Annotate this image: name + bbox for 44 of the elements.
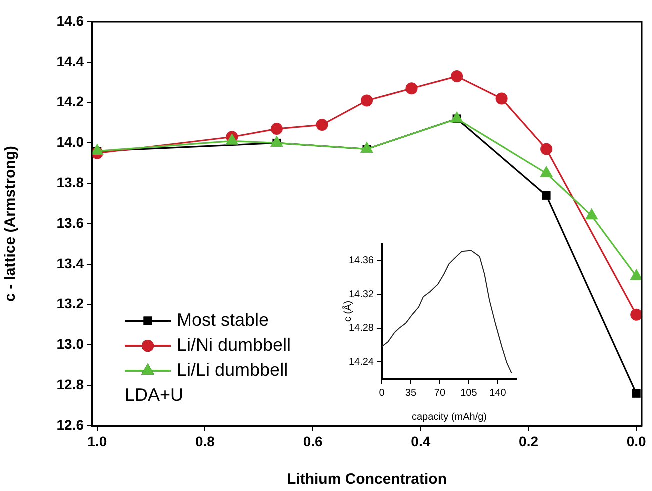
x-tick-label: 35 [405,388,417,399]
x-tick-label: 0.0 [626,433,647,450]
point [542,191,551,200]
y-tick-label: 14.36 [348,256,374,267]
point [406,82,418,95]
point [316,119,328,132]
x-tick-label: 105 [460,388,478,399]
y-tick-label: 12.8 [56,376,84,392]
x-tick-label: 0.2 [519,433,539,450]
point [540,143,553,156]
y-tick-label: 13.4 [56,255,84,272]
x-axis-title: Lithium Concentration [287,471,447,488]
legend-label: Li/Ni dumbbell [177,334,292,355]
y-tick-label: 14.28 [348,323,374,334]
legend-label: Li/Li dumbbell [177,360,288,380]
point [630,308,642,321]
y-tick-label: 14.32 [348,289,374,300]
point [451,70,464,83]
x-tick-label: 1.0 [88,433,108,450]
x-axis-title: capacity (mAh/g) [412,412,488,423]
y-tick-label: 12.6 [56,416,84,433]
y-tick-label: 13.0 [56,336,84,352]
y-tick-label: 14.4 [56,53,84,70]
annotation: LDA+U [125,384,184,405]
point [496,92,508,105]
x-tick-label: 0.6 [303,433,324,450]
point [270,123,283,136]
point [361,94,373,107]
x-tick-label: 0.4 [411,433,431,450]
y-tick-label: 14.2 [56,94,84,110]
x-tick-label: 70 [434,388,446,399]
y-tick-label: 14.0 [56,134,84,150]
legend-label: Most stable [177,310,270,330]
y-tick-label: 13.6 [56,214,84,231]
y-tick-label: 14.24 [348,356,374,368]
y-axis-title: c - lattice (Armstrong) [2,146,20,302]
point [632,389,641,398]
x-tick-label: 0.8 [196,433,216,450]
y-tick-label: 13.2 [56,296,84,312]
x-tick-label: 140 [490,388,507,399]
y-tick-label: 14.6 [56,12,84,29]
y-axis-title: c (Å) [342,300,354,322]
y-tick-label: 13.8 [56,174,84,190]
x-tick-label: 0 [379,388,386,399]
